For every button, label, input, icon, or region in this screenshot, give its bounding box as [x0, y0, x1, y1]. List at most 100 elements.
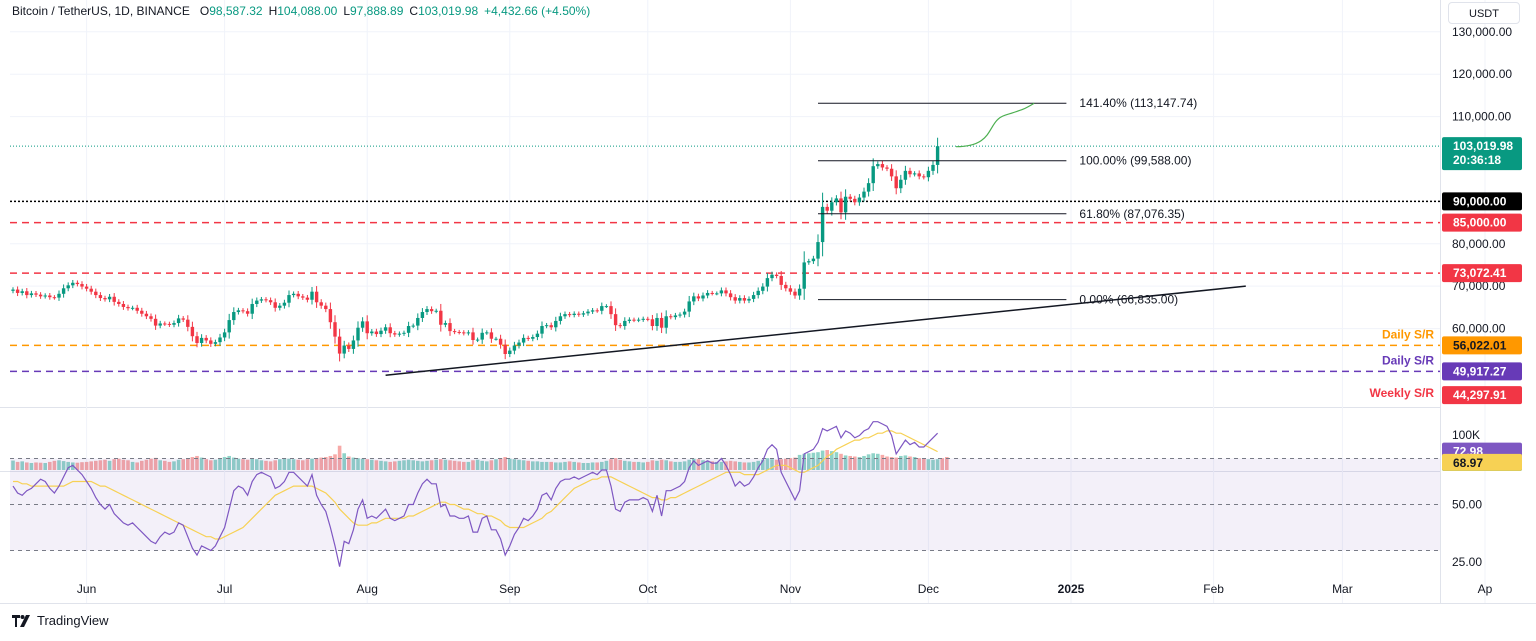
candle-body [922, 176, 926, 178]
high-value: 104,088.00 [277, 4, 338, 18]
volume-bar [590, 462, 595, 470]
candle-body [282, 302, 287, 306]
candle-body [627, 319, 632, 321]
chart-drawings: 141.40% (113,147.74) 100.00% (99,588.00) 6… [385, 96, 1434, 400]
candle-body [646, 318, 650, 320]
candle-body [604, 306, 609, 308]
candle-body [485, 332, 489, 334]
volume-bar [393, 461, 397, 470]
price-tick-label: 130,000.00 [1452, 25, 1512, 39]
candle-body [636, 319, 641, 321]
candle-body [756, 290, 760, 296]
candle-body [48, 295, 52, 298]
volume-bar [719, 461, 724, 470]
currency-selector[interactable]: USDT [1448, 2, 1520, 24]
time-tick-label: Sep [499, 582, 521, 596]
candle-body [360, 321, 365, 328]
volume-bar [751, 461, 756, 470]
volume-bar [282, 458, 287, 470]
candle-body [337, 336, 342, 354]
volume-bar [646, 461, 650, 470]
volume-bar [701, 460, 705, 470]
volume-bar [678, 461, 682, 470]
rsi-ma-tag: 68.97 [1453, 456, 1483, 470]
volume-bar [163, 460, 167, 470]
last-price-tag: 103,019.98 [1453, 139, 1513, 153]
candle-body [862, 191, 866, 198]
close-label: C [409, 4, 419, 18]
candle-body [103, 298, 107, 300]
volume-bar [319, 457, 323, 470]
price-candles [11, 137, 940, 362]
candle-body [595, 310, 599, 312]
candle-body [908, 170, 912, 175]
time-tick-label: Oct [638, 582, 657, 596]
volume-bar [250, 458, 254, 470]
candle-body [130, 307, 135, 309]
volume-bar [324, 457, 328, 470]
volume-bar [209, 460, 213, 470]
candle-body [880, 164, 885, 168]
volume-bar [370, 459, 374, 470]
volume-bar [517, 459, 521, 470]
horizontal-levels [10, 145, 1440, 373]
volume-bar [848, 455, 852, 470]
candle-body [692, 296, 696, 302]
volume-bar [103, 459, 107, 470]
open-label: O [199, 4, 210, 18]
volume-bar [443, 459, 448, 470]
volume-bar [204, 459, 208, 470]
candle-body [839, 198, 843, 213]
tradingview-logo[interactable]: TradingView [12, 613, 109, 628]
candle-body [204, 337, 208, 341]
volume-bar [218, 458, 222, 470]
candle-body [43, 295, 47, 297]
volume-bar [167, 461, 172, 470]
volume-bar [310, 458, 314, 470]
candle-body [489, 332, 494, 339]
candle-body [107, 296, 112, 300]
candle-body [379, 330, 383, 335]
volume-bar [899, 455, 903, 470]
sr-level-label: Daily S/R [1382, 327, 1434, 341]
level-tag: 85,000.00 [1453, 216, 1507, 230]
volume-bar [227, 455, 231, 470]
candle-body [650, 319, 655, 327]
volume-bar [655, 460, 659, 470]
candle-body [429, 309, 434, 312]
candle-body [34, 293, 38, 295]
volume-bar [328, 455, 333, 470]
fib-level-label: 61.80% (87,076.35) [1079, 207, 1184, 221]
volume-bar [278, 459, 282, 470]
level-tag-bg [1442, 362, 1522, 381]
volume-bar [549, 461, 553, 470]
candle-body [871, 166, 875, 184]
volume-bar [581, 462, 586, 470]
candle-body [885, 167, 889, 169]
volume-bar [314, 458, 319, 470]
level-tag: 49,917.27 [1453, 364, 1507, 378]
volume-bar [80, 462, 84, 470]
candle-body [632, 319, 636, 321]
candle-body [558, 316, 563, 321]
candle-body [784, 284, 788, 289]
candle-body [347, 345, 351, 349]
volume-bar [802, 453, 806, 470]
candle-body [586, 311, 590, 314]
volume-bar [733, 461, 737, 470]
candle-body [825, 206, 829, 211]
price-tick-label: 110,000.00 [1452, 110, 1511, 124]
rsi-ma-tag-bg [1442, 453, 1522, 471]
volume-bar [462, 461, 466, 470]
symbol-title[interactable]: Bitcoin / TetherUS, 1D, BINANCE [12, 4, 190, 18]
volume-bar [466, 461, 471, 470]
volume-bar [397, 460, 402, 470]
volume-bar [811, 452, 816, 470]
candle-body [765, 278, 770, 287]
volume-bar [816, 452, 820, 470]
volume-bar [563, 461, 567, 470]
candle-body [917, 173, 921, 177]
candle-body [268, 300, 273, 303]
candle-body [641, 318, 645, 320]
